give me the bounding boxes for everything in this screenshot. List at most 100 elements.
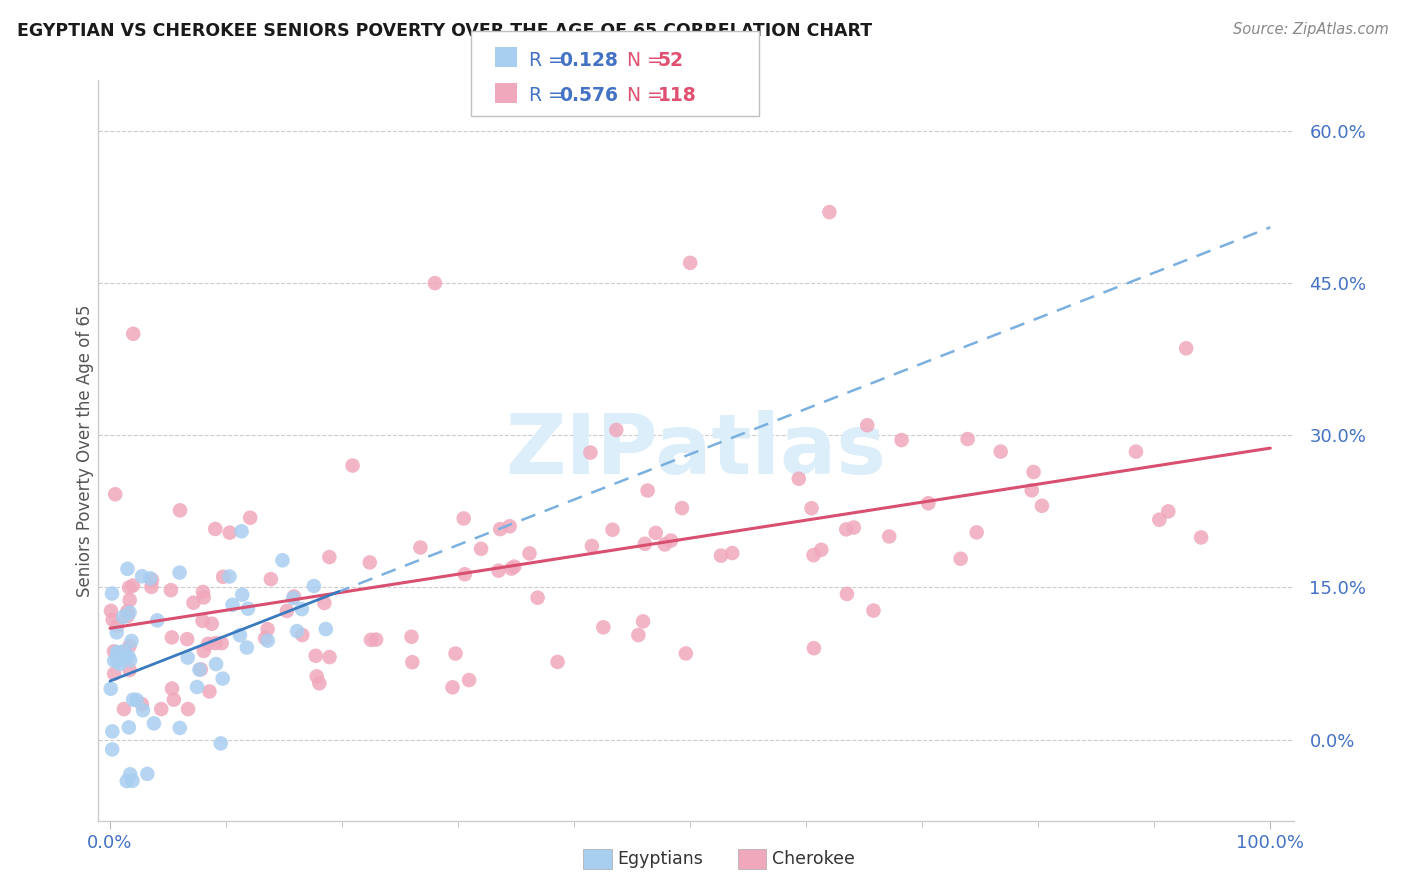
Point: [141, 580, 163, 594]
Point: [231, 588, 253, 602]
Point: [139, 571, 162, 585]
Point: [108, 646, 131, 660]
Point: [118, 720, 141, 734]
Point: [100, 604, 122, 618]
Point: [107, 654, 129, 668]
Point: [256, 622, 278, 636]
Point: [105, 645, 128, 659]
Point: [160, 631, 183, 645]
Point: [342, 458, 364, 473]
Point: [634, 537, 657, 551]
Point: [169, 503, 191, 517]
Point: [1021, 483, 1043, 498]
Point: [142, 716, 165, 731]
Point: [146, 613, 169, 627]
Point: [169, 566, 191, 580]
Point: [256, 633, 278, 648]
Point: [488, 564, 510, 578]
Point: [283, 591, 305, 606]
Text: 52: 52: [658, 51, 683, 70]
Point: [150, 702, 173, 716]
Point: [205, 657, 228, 671]
Point: [103, 666, 125, 681]
Point: [120, 653, 142, 667]
Point: [315, 622, 337, 636]
Point: [302, 579, 325, 593]
Point: [818, 205, 841, 219]
Text: Cherokee: Cherokee: [772, 850, 855, 868]
Point: [800, 501, 823, 516]
Point: [112, 610, 135, 624]
Point: [579, 445, 602, 459]
Point: [191, 614, 214, 628]
Point: [112, 648, 135, 663]
Point: [209, 736, 232, 750]
Point: [308, 676, 330, 690]
Point: [131, 697, 153, 711]
Point: [581, 539, 603, 553]
Point: [519, 546, 541, 560]
Point: [117, 562, 139, 576]
Point: [100, 681, 122, 696]
Point: [101, 586, 124, 600]
Point: [198, 684, 221, 698]
Point: [125, 693, 148, 707]
Point: [105, 625, 128, 640]
Point: [631, 615, 654, 629]
Point: [605, 423, 627, 437]
Point: [291, 602, 314, 616]
Y-axis label: Seniors Poverty Over the Age of 65: Seniors Poverty Over the Age of 65: [76, 304, 94, 597]
Point: [547, 655, 569, 669]
Point: [364, 632, 387, 647]
Point: [190, 662, 212, 676]
Point: [856, 418, 879, 433]
Text: R =: R =: [529, 51, 569, 70]
Point: [842, 520, 865, 534]
Point: [1022, 465, 1045, 479]
Point: [423, 276, 446, 290]
Point: [212, 570, 235, 584]
Point: [291, 628, 314, 642]
Point: [787, 472, 810, 486]
Point: [103, 654, 125, 668]
Text: R =: R =: [529, 87, 569, 105]
Point: [1149, 513, 1171, 527]
Point: [679, 256, 702, 270]
Point: [160, 681, 183, 696]
Point: [204, 522, 226, 536]
Point: [1125, 444, 1147, 458]
Point: [285, 624, 308, 639]
Point: [176, 650, 198, 665]
Point: [503, 559, 526, 574]
Point: [305, 669, 328, 683]
Point: [803, 548, 825, 562]
Point: [103, 644, 125, 658]
Point: [526, 591, 548, 605]
Point: [188, 663, 211, 677]
Point: [183, 596, 205, 610]
Point: [193, 644, 215, 658]
Point: [112, 702, 135, 716]
Point: [1157, 504, 1180, 518]
Point: [276, 604, 298, 618]
Point: [254, 632, 277, 646]
Point: [118, 593, 141, 607]
Point: [877, 529, 900, 543]
Text: 0.128: 0.128: [560, 51, 619, 70]
Point: [283, 590, 305, 604]
Point: [118, 663, 141, 677]
Point: [117, 648, 139, 663]
Point: [318, 549, 340, 564]
Point: [318, 650, 340, 665]
Point: [659, 533, 682, 548]
Point: [401, 630, 423, 644]
Text: 0.576: 0.576: [560, 87, 619, 105]
Point: [810, 542, 832, 557]
Point: [314, 596, 336, 610]
Point: [131, 569, 153, 583]
Point: [118, 581, 141, 595]
Point: [710, 549, 733, 563]
Text: 118: 118: [658, 87, 697, 105]
Point: [231, 524, 253, 539]
Point: [163, 692, 186, 706]
